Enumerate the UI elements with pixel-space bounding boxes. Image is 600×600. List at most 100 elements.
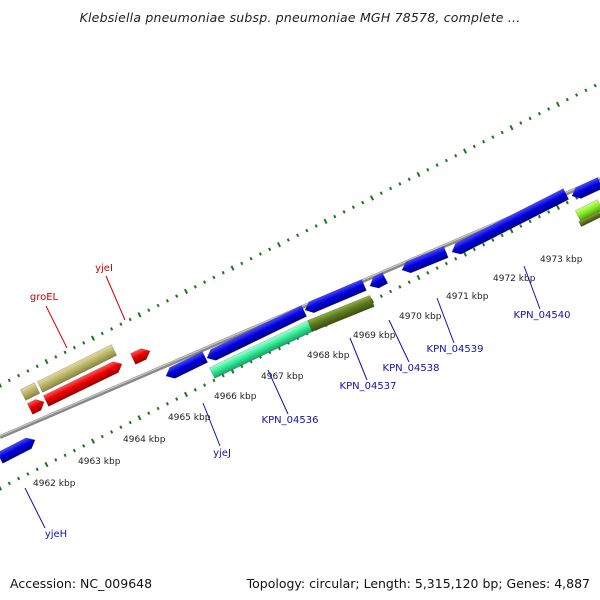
kbp-label: 4968 kbp xyxy=(307,351,350,361)
scale-dot xyxy=(240,261,244,266)
scale-dot xyxy=(212,275,216,280)
scale-dot xyxy=(212,378,216,383)
gene-groEL[interactable] xyxy=(36,344,118,393)
scale-dot xyxy=(119,425,123,429)
gene-yjeH[interactable] xyxy=(0,435,38,464)
gene-label-yjei[interactable]: yjeI xyxy=(95,263,113,274)
scale-dot xyxy=(296,233,300,238)
scale-dot xyxy=(249,256,253,261)
scale-dot xyxy=(156,406,160,411)
gene-yjeI[interactable] xyxy=(130,346,152,365)
scale-major-tick xyxy=(276,242,282,248)
genome-summary-text: Topology: circular; Length: 5,315,120 bp… xyxy=(246,576,590,591)
lower-dotted-scale xyxy=(0,186,597,491)
scale-major-tick xyxy=(90,335,96,341)
scale-dot xyxy=(54,458,58,462)
kbp-label: 4964 kbp xyxy=(123,435,166,445)
scale-dot xyxy=(379,294,383,298)
gene-blue-d[interactable] xyxy=(367,272,389,292)
gene-blue-a[interactable] xyxy=(163,351,209,382)
kbp-label: 4970 kbp xyxy=(399,312,442,322)
scale-dot xyxy=(482,139,486,144)
gene-label-kpn_04540[interactable]: KPN_04540 xyxy=(514,310,571,321)
scale-dot xyxy=(379,191,383,195)
scale-dot xyxy=(268,247,272,252)
scale-dot xyxy=(398,182,402,186)
gene-labels[interactable]: groEL yjeI yjeH yjeJ KPN_04536 KPN_04537 KPN_0… xyxy=(24,263,571,540)
gene-red-long[interactable] xyxy=(42,359,124,407)
kbp-label: 4962 kbp xyxy=(33,479,76,489)
scale-dot xyxy=(203,280,207,284)
gene-blue-f[interactable] xyxy=(449,188,570,258)
scale-dot xyxy=(435,266,439,270)
scale-dot xyxy=(314,224,318,228)
kbp-label: 4973 kbp xyxy=(540,255,583,265)
gene-blue-g[interactable] xyxy=(569,177,600,202)
label-leader-line xyxy=(523,265,541,310)
scale-dot xyxy=(7,481,11,486)
scale-dot xyxy=(565,200,569,205)
scale-dot xyxy=(482,242,486,247)
gene-label-kpn_04539[interactable]: KPN_04539 xyxy=(427,344,484,355)
scale-dot xyxy=(491,238,495,242)
gene-label-kpn_04536[interactable]: KPN_04536 xyxy=(262,415,319,426)
scale-major-tick xyxy=(137,415,142,421)
map-title: Klebsiella pneumoniae subsp. pneumoniae … xyxy=(79,10,521,25)
label-leader-line xyxy=(202,402,221,447)
scale-dot xyxy=(491,135,495,139)
scale-dot xyxy=(472,144,476,149)
scale-dot xyxy=(351,205,355,209)
label-leader-line xyxy=(349,337,368,381)
gene-label-yjeh[interactable]: yjeH xyxy=(45,529,67,540)
label-leader-line xyxy=(436,297,455,344)
scale-dot xyxy=(110,327,114,331)
scale-dot xyxy=(7,378,11,383)
scale-major-tick xyxy=(90,438,96,444)
label-leader-line xyxy=(388,319,410,363)
kbp-label: 4967 kbp xyxy=(261,372,304,382)
scale-major-tick xyxy=(462,251,468,257)
scale-dot xyxy=(193,285,197,289)
scale-major-tick xyxy=(416,171,421,178)
gene-khaki-small[interactable] xyxy=(19,382,41,401)
scale-dot xyxy=(537,111,541,116)
scale-dot xyxy=(35,364,39,369)
gene-blue-b[interactable] xyxy=(204,305,308,364)
scale-dot xyxy=(119,322,123,326)
scale-dot xyxy=(519,121,523,125)
scale-dot xyxy=(537,214,541,219)
gene-blue-e[interactable] xyxy=(400,246,449,275)
scale-major-tick xyxy=(323,218,328,224)
scale-major-tick xyxy=(509,125,514,131)
scale-dot xyxy=(528,219,532,224)
gene-label-groel[interactable]: groEL xyxy=(30,292,59,303)
kbp-label: 4972 kbp xyxy=(493,274,536,284)
scale-dot xyxy=(17,373,21,378)
gene-label-kpn_04537[interactable]: KPN_04537 xyxy=(340,381,397,392)
gene-KPN_04537[interactable] xyxy=(307,295,375,332)
scale-dot xyxy=(165,402,169,406)
scale-dot xyxy=(342,210,346,214)
gene-features[interactable] xyxy=(0,177,600,464)
gene-label-yjej[interactable]: yjeJ xyxy=(213,448,231,459)
scale-dot xyxy=(426,271,430,275)
gene-label-kpn_04538[interactable]: KPN_04538 xyxy=(383,363,440,374)
gene-green-right[interactable] xyxy=(574,199,600,222)
scale-dot xyxy=(17,476,21,481)
gene-red-small[interactable] xyxy=(26,397,46,415)
scale-major-tick xyxy=(369,195,375,201)
gene-olive-right[interactable] xyxy=(578,210,600,228)
gene-blue-c[interactable] xyxy=(303,279,367,315)
label-leader-line xyxy=(24,487,46,529)
kbp-label: 4969 kbp xyxy=(353,331,396,341)
scale-dot xyxy=(193,388,197,392)
scale-major-tick xyxy=(44,358,49,365)
scale-dot xyxy=(165,299,169,303)
scale-dot xyxy=(110,430,114,434)
scale-dot xyxy=(128,317,132,322)
scale-dot xyxy=(203,383,207,387)
scale-dot xyxy=(435,163,439,167)
scale-dot xyxy=(54,355,58,359)
scale-dot xyxy=(258,252,262,256)
